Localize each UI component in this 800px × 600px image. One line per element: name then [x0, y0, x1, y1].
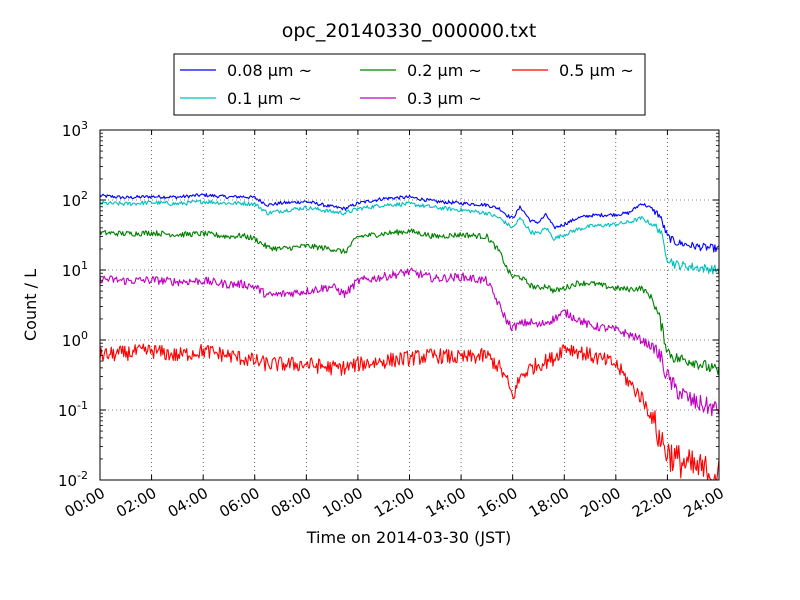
legend: 0.08 μm ~ 0.1 μm ~ 0.2 μm ~ 0.3 μm ~ 0.5 μm … — [173, 53, 646, 116]
legend-label: 0.2 μm ~ — [407, 61, 482, 80]
y-tick-label: 100 — [62, 329, 88, 350]
series-line-3 — [99, 228, 720, 375]
series-layer — [99, 193, 720, 481]
series-line-2 — [99, 199, 720, 275]
legend-label: 0.3 μm ~ — [407, 89, 482, 108]
y-tick-label: 102 — [62, 189, 88, 210]
series-line-5 — [99, 343, 720, 481]
y-tick-label: 103 — [62, 119, 88, 140]
legend-label: 0.08 μm ~ — [227, 61, 312, 80]
y-axis-label: Count / L — [21, 269, 40, 341]
y-tick-labels: 10-2 10-1 100 101 102 103 — [58, 119, 88, 490]
ticks — [99, 129, 720, 481]
legend-label: 0.1 μm ~ — [227, 89, 302, 108]
legend-label: 0.5 μm ~ — [559, 61, 634, 80]
x-axis-label: Time on 2014-03-30 (JST) — [306, 528, 511, 547]
series-line-1 — [99, 193, 720, 253]
legend-items: 0.08 μm ~ 0.1 μm ~ 0.2 μm ~ 0.3 μm ~ 0.5 μm … — [180, 61, 634, 108]
series-line-4 — [99, 267, 720, 417]
y-tick-label: 10-1 — [58, 399, 88, 420]
chart-title: opc_20140330_000000.txt — [282, 20, 537, 42]
legend-frame — [173, 53, 646, 116]
y-tick-label: 101 — [62, 259, 88, 280]
y-tick-label: 10-2 — [58, 469, 88, 490]
